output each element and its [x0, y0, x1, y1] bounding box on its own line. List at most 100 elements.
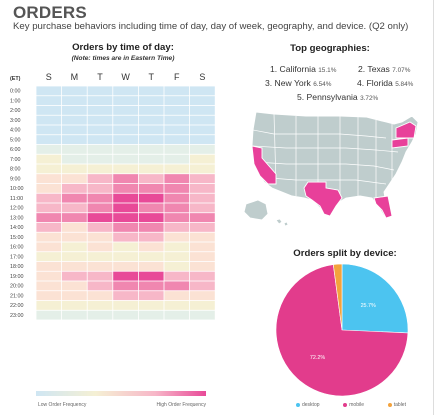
heatmap-cell [62, 222, 87, 232]
heatmap-hour-label: 18:00 [10, 264, 24, 270]
heatmap-cell [62, 271, 87, 281]
heatmap-cell [138, 96, 164, 106]
state-pennsylvania [391, 137, 409, 149]
heatmap-cell [190, 154, 215, 164]
heatmap-cell [87, 105, 113, 115]
heatmap-cell [190, 164, 215, 174]
legend-swatch [387, 402, 392, 407]
heatmap-cell [138, 135, 164, 145]
pie-value-label: 72.2% [310, 355, 325, 361]
heatmap-cell [138, 115, 164, 125]
heatmap-cell [138, 125, 164, 135]
heatmap-cell [62, 300, 87, 310]
heatmap-cell [164, 271, 190, 281]
state-new-york [395, 121, 417, 139]
geo-name: 2. Texas [358, 64, 390, 74]
legend-swatch [296, 402, 300, 407]
heatmap-cell [36, 115, 62, 125]
heatmap-hour-label: 11:00 [10, 196, 23, 202]
heatmap-cell [164, 144, 190, 154]
heatmap-cell [190, 125, 215, 135]
pie-slice-desktop [341, 263, 409, 334]
device-chart-title: Orders split by device: [293, 248, 397, 259]
heatmap-hour-label: 12:00 [10, 206, 24, 212]
heatmap-cell [113, 281, 138, 291]
heatmap-day-label: M [71, 72, 79, 82]
pie-value-label: 25.7% [361, 303, 376, 309]
heatmap-cell [113, 242, 138, 252]
geo-pct: 6.54% [313, 81, 332, 88]
heatmap-cell [62, 213, 87, 223]
heatmap-cell [113, 183, 138, 193]
heatmap-hour-label: 15:00 [10, 235, 24, 241]
heatmap-hour-label: 17:00 [10, 254, 24, 260]
heatmap-cell [113, 222, 138, 232]
heatmap-cell [164, 300, 190, 310]
heatmap-hour-label: 7:00 [10, 157, 21, 163]
heatmap-cell [138, 232, 164, 242]
heatmap-cell [164, 242, 190, 252]
heatmap-cell [62, 183, 87, 193]
heatmap-cell [62, 261, 87, 271]
heatmap-cell [62, 242, 87, 252]
heatmap-cell [113, 96, 138, 106]
heatmap-cell [138, 271, 164, 281]
heatmap-hour-label: 20:00 [10, 284, 24, 290]
right-edge-divider [433, 0, 434, 415]
heatmap-cell [62, 310, 87, 320]
heatmap-cell [36, 96, 62, 106]
heatmap-cell [113, 125, 138, 135]
heatmap-cell [138, 105, 164, 115]
heatmap-cell [138, 154, 164, 164]
heatmap-cell [62, 291, 87, 301]
geo-name: 5. Pennsylvania [297, 92, 358, 102]
heatmap-cell [87, 183, 113, 193]
state-texas [303, 181, 343, 217]
geo-name: 1. California [270, 64, 316, 74]
heatmap-hour-label: 21:00 [10, 293, 24, 299]
heatmap-cell [87, 193, 113, 203]
heatmap-cell [138, 281, 164, 291]
heatmap-cell [138, 291, 164, 301]
heatmap-cell [190, 193, 215, 203]
heatmap-cell [138, 164, 164, 174]
heatmap-cell [190, 105, 215, 115]
heatmap-cell [113, 193, 138, 203]
legend-item-mobile: mobile [343, 402, 364, 408]
legend-item-desktop: desktop [296, 402, 320, 408]
heatmap-cell [138, 252, 164, 262]
page-title: ORDERS [13, 3, 87, 22]
heatmap-cell [36, 261, 62, 271]
heatmap-hour-label: 23:00 [10, 313, 24, 319]
heatmap-hour-label: 1:00 [10, 98, 21, 104]
heatmap-cell [87, 96, 113, 106]
heatmap-cell [62, 125, 87, 135]
heatmap-cell [138, 310, 164, 320]
heatmap-cell [190, 261, 215, 271]
heatmap-hour-label: 14:00 [10, 225, 24, 231]
heatmap-cell [164, 174, 190, 184]
heatmap-cell [113, 86, 138, 96]
heatmap-day-label: T [148, 72, 154, 82]
heatmap-cell [36, 291, 62, 301]
geo-pct: 15.1% [318, 67, 337, 74]
geo-item-5: 5. Pennsylvania 3.72% [297, 92, 378, 102]
heatmap-cell [36, 213, 62, 223]
heatmap-cell [113, 271, 138, 281]
heatmap-hour-label: 4:00 [10, 128, 21, 134]
page-subtitle: Key purchase behaviors including time of… [13, 21, 409, 32]
geo-name: 3. New York [265, 78, 311, 88]
legend-label: tablet [393, 402, 406, 408]
heatmap-cell [36, 242, 62, 252]
heatmap-cell [113, 232, 138, 242]
heatmap-cell [164, 261, 190, 271]
heatmap-cell [113, 310, 138, 320]
heatmap-cell [138, 193, 164, 203]
heatmap-cell [138, 174, 164, 184]
heatmap-cell [113, 252, 138, 262]
heatmap-cell [113, 203, 138, 213]
heatmap-hour-label: 0:00 [10, 89, 21, 95]
heatmap-cell [87, 271, 113, 281]
heatmap-cell [113, 164, 138, 174]
heatmap-cell [190, 232, 215, 242]
